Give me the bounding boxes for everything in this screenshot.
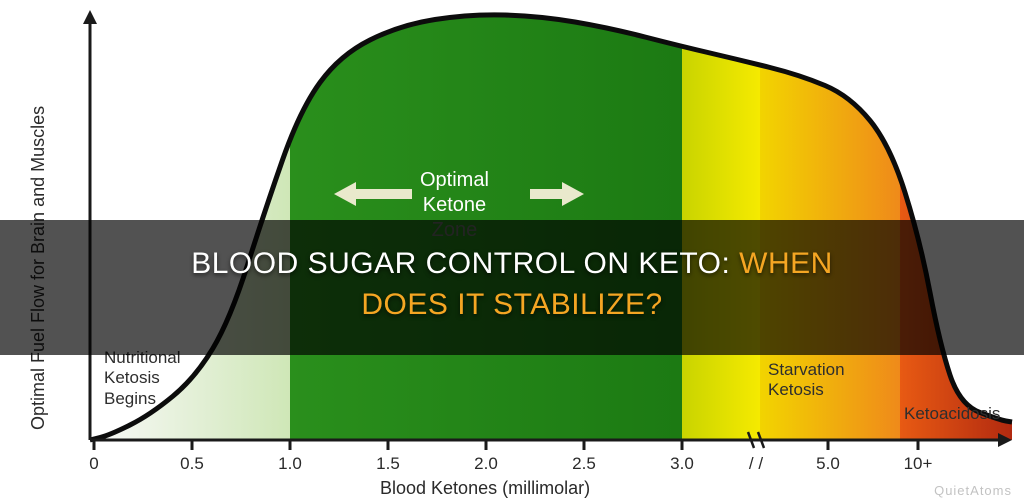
- xtick-label: 2.5: [572, 454, 596, 474]
- zone-label: Ketoacidosis: [904, 404, 1000, 424]
- zone-label: StarvationKetosis: [768, 360, 845, 401]
- headline-overlay: BLOOD SUGAR CONTROL ON KETO: WHEN DOES I…: [0, 220, 1024, 355]
- chart-stage: Optimal Fuel Flow for Brain and Muscles …: [0, 0, 1024, 504]
- xtick-label: 1.5: [376, 454, 400, 474]
- x-axis-label: Blood Ketones (millimolar): [380, 478, 590, 499]
- xtick-label: / /: [749, 454, 763, 474]
- xtick-label: 0.5: [180, 454, 204, 474]
- xtick-label: 5.0: [816, 454, 840, 474]
- xtick-label: 2.0: [474, 454, 498, 474]
- zone-label: NutritionalKetosisBegins: [104, 348, 181, 409]
- watermark: QuietAtoms: [934, 483, 1012, 498]
- xtick-label: 3.0: [670, 454, 694, 474]
- xtick-label: 1.0: [278, 454, 302, 474]
- headline-accent-2: DOES IT STABILIZE?: [361, 288, 662, 321]
- headline-text: BLOOD SUGAR CONTROL ON KETO: WHEN DOES I…: [20, 244, 1004, 325]
- xtick-label: 0: [89, 454, 98, 474]
- headline-accent-1: WHEN: [739, 247, 833, 280]
- headline-pre: BLOOD SUGAR CONTROL ON KETO:: [191, 247, 739, 280]
- xtick-label: 10+: [904, 454, 933, 474]
